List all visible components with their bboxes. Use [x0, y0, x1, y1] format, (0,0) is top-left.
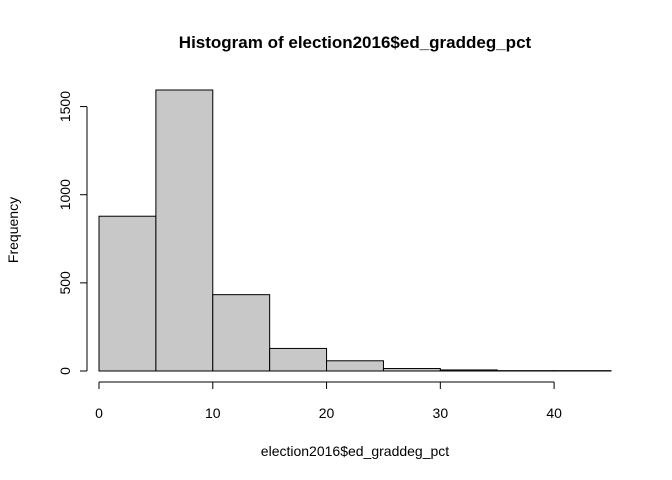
- y-tick-label: 1500: [57, 91, 73, 122]
- x-tick-label: 0: [95, 405, 103, 421]
- histogram-bar-6: [382, 368, 441, 372]
- x-tick-label: 20: [319, 405, 335, 421]
- y-tick-label: 500: [57, 271, 73, 295]
- histogram-bar-1: [98, 215, 157, 372]
- histogram-bar-2: [155, 89, 214, 372]
- histogram-bar-4: [269, 347, 328, 372]
- y-axis-label: Frequency: [5, 197, 21, 263]
- histogram-bar-3: [212, 294, 271, 372]
- x-tick-label: 40: [546, 405, 562, 421]
- histogram-bar-5: [326, 360, 384, 372]
- x-axis: 0 10 20 30 40: [95, 381, 562, 421]
- x-tick-label: 30: [433, 405, 449, 421]
- x-tick-label: 10: [205, 405, 221, 421]
- y-tick-label: 0: [57, 367, 73, 375]
- y-tick-label: 1000: [57, 179, 73, 210]
- histogram-bar-7: [439, 369, 498, 372]
- x-axis-label: election2016$ed_graddeg_pct: [261, 443, 449, 459]
- chart-title: Histogram of election2016$ed_graddeg_pct: [179, 33, 532, 52]
- y-axis: 0 500 1000 1500: [57, 91, 88, 375]
- bars-group: [98, 89, 612, 372]
